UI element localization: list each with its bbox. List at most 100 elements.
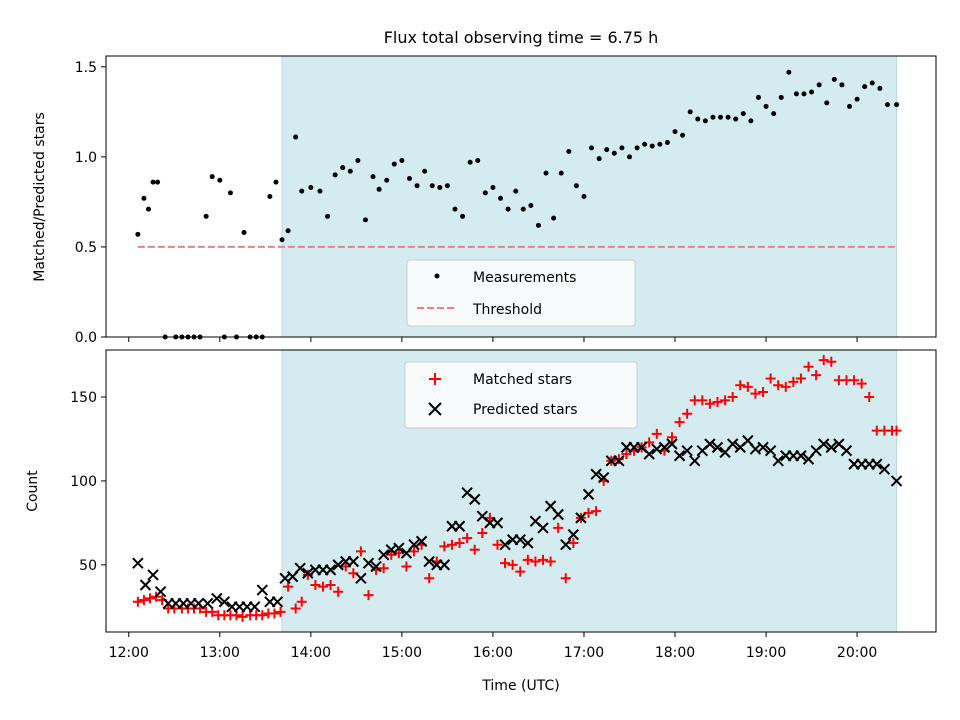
measurement-point [596, 156, 602, 162]
predicted-star-point [469, 493, 481, 506]
predicted-star-point [890, 475, 903, 487]
measurement-point [626, 154, 632, 160]
predicted-star-point [154, 586, 167, 598]
measurement-point [414, 183, 420, 189]
measurement-point [649, 143, 655, 149]
ratio-legend: Measurements Threshold [406, 259, 636, 327]
predicted-star-point [192, 597, 205, 610]
y-tick-label: 50 [79, 558, 97, 574]
measurement-point [642, 141, 648, 147]
predicted-star-point [347, 555, 360, 568]
matched-star-point [720, 395, 731, 406]
measurement-point [710, 114, 716, 120]
measurement-point [444, 183, 450, 189]
measurement-point [362, 217, 368, 223]
measurement-point [672, 129, 678, 135]
matched-star-point [712, 397, 723, 408]
matched-star-point [864, 392, 875, 402]
measurement-point [657, 141, 663, 147]
predicted-star-point [415, 535, 428, 548]
matched-star-point [553, 522, 564, 533]
ratio-y-label: Matched/Predicted stars [32, 112, 48, 282]
predicted-star-point [408, 539, 420, 551]
matched-star-point [545, 556, 556, 567]
matched-star-point [492, 539, 503, 550]
predicted-star-point [377, 549, 390, 561]
x-tick-label: 12:00 [109, 645, 149, 661]
matched-star-point [507, 559, 518, 570]
measurement-point [299, 188, 305, 194]
predicted-star-point [590, 468, 602, 480]
matched-star-point [795, 373, 806, 384]
measurement-point [135, 231, 141, 237]
matched-star-point [378, 563, 389, 574]
x-tick-label: 15:00 [382, 645, 422, 661]
matched-star-point [826, 356, 837, 367]
measurement-point [437, 184, 443, 190]
matched-star-point [310, 580, 321, 590]
matched-star-point [765, 373, 776, 384]
matched-star-point [704, 398, 715, 409]
predicted-star-point [491, 517, 504, 529]
legend-predicted-label: Predicted stars [473, 402, 578, 418]
measurement-point [740, 111, 746, 117]
measurement-point [778, 94, 784, 100]
matched-star-point [439, 541, 450, 552]
measurement-point [839, 82, 845, 88]
legend-measurements-marker [434, 273, 440, 279]
matched-star-point [651, 428, 662, 439]
measurement-point [535, 222, 541, 228]
predicted-star-point [370, 560, 382, 573]
matched-star-point [803, 361, 814, 372]
matched-star-point [275, 606, 286, 617]
measurement-point [589, 145, 595, 151]
x-axis-label: Time (UTC) [481, 678, 559, 694]
predicted-star-point [302, 567, 314, 579]
predicted-star-point [567, 528, 580, 541]
measurement-point [718, 114, 724, 120]
measurement-point [702, 118, 708, 124]
predicted-star-point [613, 455, 625, 467]
matched-star-point [856, 378, 867, 389]
measurement-point [340, 165, 346, 171]
matched-star-point [538, 554, 549, 565]
measurement-point [748, 118, 754, 124]
measurement-point [824, 100, 830, 106]
x-tick-label: 19:00 [746, 645, 786, 661]
measurement-point [209, 174, 215, 180]
predicted-star-point [139, 579, 152, 591]
ratio-x-ticks [128, 337, 858, 342]
predicted-star-point [840, 445, 853, 457]
predicted-star-point [666, 438, 678, 450]
measurement-point [241, 230, 247, 236]
matched-star-point [132, 596, 143, 607]
predicted-star-point [271, 596, 284, 608]
count-x-ticks: 12:00 13:00 14:00 15:00 16:00 17:00 18:00 19:00… [109, 632, 877, 661]
measurement-point [376, 186, 382, 192]
measurement-point [406, 175, 412, 181]
predicted-star-point [643, 448, 655, 460]
predicted-star-point [332, 559, 344, 571]
matched-star-point [409, 546, 420, 557]
measurement-point [475, 157, 481, 163]
predicted-star-point [818, 438, 830, 450]
matched-star-point [462, 533, 473, 543]
measurement-point [862, 84, 868, 90]
measurement-point [894, 102, 900, 108]
predicted-star-point [825, 441, 838, 454]
measurement-point [267, 194, 273, 199]
predicted-star-point [132, 557, 144, 569]
predicted-star-point [438, 559, 451, 571]
predicted-star-point [147, 569, 159, 581]
matched-star-point [500, 558, 511, 569]
matched-star-point [145, 593, 156, 604]
matched-star-point [811, 370, 822, 381]
measurement-point [520, 206, 526, 212]
matched-star-point [780, 381, 791, 392]
predicted-star-point [597, 471, 610, 484]
measurement-point [733, 116, 739, 122]
count-plot-frame [105, 349, 937, 633]
y-tick-label: 100 [70, 474, 97, 490]
measurement-point [279, 237, 285, 243]
